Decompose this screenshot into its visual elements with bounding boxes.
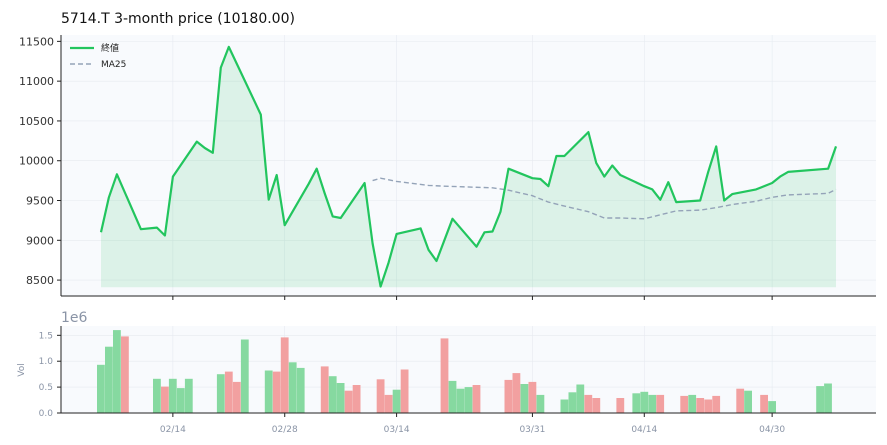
volume-bar xyxy=(528,381,537,413)
price-y-tick-label: 9000 xyxy=(26,234,54,247)
price-y-tick-label: 10000 xyxy=(19,155,54,168)
volume-bar xyxy=(456,388,465,413)
volume-bar xyxy=(632,393,641,413)
legend-label-ma25: MA25 xyxy=(101,60,126,70)
volume-bar xyxy=(121,336,129,413)
volume-bar xyxy=(816,386,824,413)
volume-bar xyxy=(352,385,361,413)
volume-bar xyxy=(288,362,297,414)
price-y-tick-label: 8500 xyxy=(26,274,54,287)
price-lines xyxy=(99,45,838,288)
volume-bar xyxy=(640,391,649,413)
volume-bar xyxy=(616,398,625,413)
volume-bar xyxy=(280,337,289,413)
volume-bar xyxy=(176,388,185,413)
volume-bar xyxy=(536,394,545,413)
volume-bar xyxy=(392,389,401,413)
volume-x-axis: 02/14 02/28 03/14 03/31 04/14 04/30 xyxy=(160,413,785,435)
price-y-axis: 8500 9000 9500 10000 10500 11000 11500 xyxy=(19,35,61,287)
volume-x-tick-label: 02/28 xyxy=(272,425,298,435)
volume-bar xyxy=(376,379,385,413)
volume-bar xyxy=(264,370,273,413)
volume-x-tick-label: 02/14 xyxy=(160,425,186,435)
volume-bar xyxy=(272,371,281,413)
volume-bar xyxy=(328,376,337,413)
volume-bar xyxy=(568,392,577,413)
volume-bar xyxy=(105,346,113,413)
volume-bar xyxy=(504,379,513,413)
volume-bar xyxy=(736,388,745,413)
volume-bar xyxy=(161,386,169,413)
volume-bar xyxy=(680,395,689,413)
volume-y-tick-label: 1.5 xyxy=(39,331,53,341)
volume-bar xyxy=(656,394,665,413)
ma25-line xyxy=(372,177,837,220)
price-y-tick-label: 11500 xyxy=(19,35,54,48)
volume-bar xyxy=(320,366,329,413)
volume-scale-label: 1e6 xyxy=(61,310,88,326)
volume-bar xyxy=(712,395,721,413)
volume-bar xyxy=(520,384,529,413)
price-grid xyxy=(61,35,876,296)
legend-label-close: 終値 xyxy=(101,42,119,54)
volume-bar xyxy=(696,398,705,413)
volume-bar xyxy=(113,330,121,413)
volume-bar xyxy=(744,390,752,413)
volume-bar xyxy=(688,394,697,413)
volume-bar xyxy=(400,369,409,413)
volume-x-tick-label: 03/14 xyxy=(384,425,410,435)
volume-bar xyxy=(760,394,768,413)
price-y-tick-label: 9500 xyxy=(26,195,54,208)
volume-bar xyxy=(384,394,393,413)
volume-bar xyxy=(232,381,241,413)
volume-bars xyxy=(97,330,832,414)
volume-bar xyxy=(440,338,449,413)
volume-bar xyxy=(592,398,601,413)
price-x-tick-marks xyxy=(172,296,773,300)
price-y-tick-label: 10500 xyxy=(19,115,54,128)
volume-bar xyxy=(184,378,193,413)
volume-bar xyxy=(224,371,233,413)
volume-bar xyxy=(97,364,105,413)
volume-bar xyxy=(216,374,225,413)
volume-bar xyxy=(240,339,249,413)
volume-x-tick-label: 04/14 xyxy=(631,425,657,435)
close-area-fill xyxy=(101,46,836,288)
volume-x-tick-label: 03/31 xyxy=(519,425,545,435)
price-plot-background xyxy=(61,35,876,296)
volume-bar xyxy=(560,399,569,413)
volume-y-tick-label: 0.5 xyxy=(39,383,53,393)
volume-bar xyxy=(768,401,776,413)
volume-bar xyxy=(704,399,713,413)
volume-x-tick-label: 04/30 xyxy=(759,425,785,435)
volume-bar xyxy=(584,394,593,413)
volume-bar xyxy=(153,378,161,413)
volume-bar xyxy=(168,378,177,413)
volume-bar xyxy=(824,383,832,413)
volume-bar xyxy=(336,383,345,413)
volume-bar xyxy=(512,373,521,413)
volume-bar xyxy=(464,387,473,413)
volume-bar xyxy=(576,384,585,413)
volume-y-axis: 0.0 0.5 1.0 1.5 xyxy=(39,331,61,419)
legend: 終値 MA25 xyxy=(70,42,126,70)
volume-y-tick-label: 0.0 xyxy=(39,409,54,419)
volume-bar xyxy=(648,394,657,413)
close-line xyxy=(99,45,838,288)
volume-bar xyxy=(448,380,457,413)
price-area xyxy=(101,46,836,288)
volume-y-tick-label: 1.0 xyxy=(39,357,54,367)
volume-bar xyxy=(296,367,305,413)
chart-title: 5714.T 3-month price (10180.00) xyxy=(61,11,295,27)
volume-bar xyxy=(344,390,353,413)
price-y-tick-label: 11000 xyxy=(19,75,54,88)
volume-y-label: Vol xyxy=(17,363,27,376)
volume-bar xyxy=(472,385,481,413)
